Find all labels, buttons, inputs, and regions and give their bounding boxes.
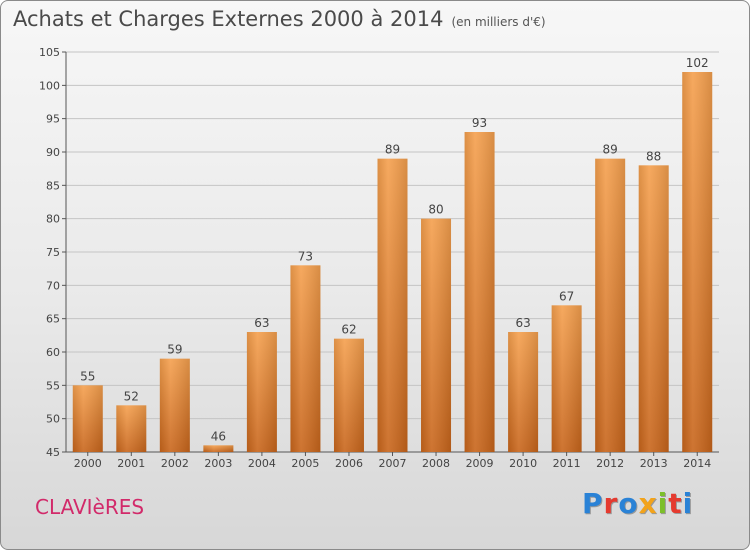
value-label: 63 [515,316,530,330]
x-tick-label: 2004 [248,457,276,470]
value-label: 89 [603,143,618,157]
value-label: 63 [254,316,269,330]
value-label: 93 [472,116,487,130]
x-tick-label: 2011 [553,457,581,470]
value-label: 59 [167,343,182,357]
bar-shade [290,265,321,452]
bar-shade [72,385,103,452]
value-label: 46 [211,429,226,443]
y-tick-label: 60 [46,346,60,359]
bars [72,72,713,453]
x-tick-label: 2009 [466,457,494,470]
x-tick-label: 2003 [204,457,232,470]
commune-name: CLAVIèRES [35,495,145,519]
chart-title: Achats et Charges Externes 2000 à 2014 (e… [13,7,546,31]
bar-shade [333,338,364,452]
y-tick-label: 105 [39,46,60,59]
x-tick-label: 2000 [74,457,102,470]
value-label: 73 [298,249,313,263]
value-label: 80 [428,203,443,217]
bar-shade [246,332,277,452]
y-tick-label: 75 [46,246,60,259]
x-tick-label: 2013 [640,457,668,470]
x-tick-label: 2005 [291,457,319,470]
chart-title-main: Achats et Charges Externes 2000 à 2014 [13,7,444,31]
y-tick-label: 80 [46,213,60,226]
proxiti-logo: Proxiti [582,487,694,520]
value-label: 52 [124,389,139,403]
bar-shade [116,405,147,452]
y-tick-label: 65 [46,313,60,326]
y-tick-label: 100 [39,79,60,92]
y-tick-label: 90 [46,146,60,159]
bar-shade [159,358,190,452]
y-tick-label: 85 [46,179,60,192]
x-tick-label: 2006 [335,457,363,470]
axes: 45 50 55 60 65 70 75 80 85 90 95 100 105 2000 2001 2002… [39,46,719,470]
value-label: 88 [646,149,661,163]
value-label: 102 [686,56,709,70]
x-tick-label: 2001 [117,457,145,470]
bar-shade [551,305,582,452]
x-tick-label: 2012 [596,457,624,470]
bar-shade [421,218,452,452]
bar-shade [203,445,234,452]
x-tick-label: 2014 [683,457,711,470]
bar-shade [638,165,669,453]
bar-shade [377,158,408,452]
x-tick-label: 2002 [161,457,189,470]
y-tick-label: 50 [46,413,60,426]
value-label: 55 [80,369,95,383]
x-tick-label: 2008 [422,457,450,470]
value-labels: 55 52 59 46 63 73 62 89 80 93 63 67 89 88 102 [80,56,709,443]
chart-title-unit: (en milliers d'€) [451,15,546,29]
y-tick-label: 45 [46,446,60,459]
bar-shade [595,158,626,452]
value-label: 89 [385,143,400,157]
y-tick-label: 70 [46,279,60,292]
value-label: 67 [559,289,574,303]
bar-shade [682,72,713,452]
y-tick-label: 55 [46,379,60,392]
value-label: 62 [341,323,356,337]
x-tick-label: 2007 [379,457,407,470]
bar-shade [508,332,539,452]
bar-shade [464,132,495,452]
x-tick-label: 2010 [509,457,537,470]
y-tick-label: 95 [46,113,60,126]
